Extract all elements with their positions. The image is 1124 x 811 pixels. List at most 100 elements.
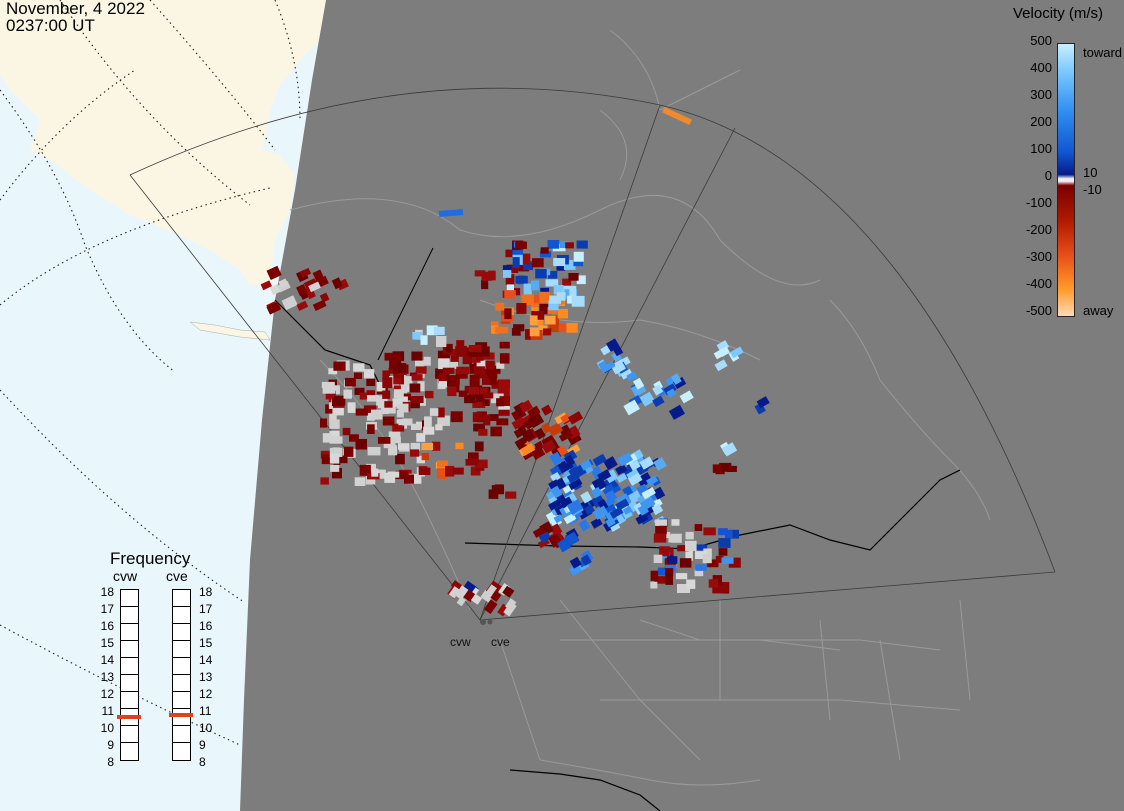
velocity-cell	[383, 404, 396, 414]
velocity-cell	[488, 414, 499, 421]
velocity-cell	[527, 412, 545, 429]
velocity-cell	[722, 442, 738, 457]
velocity-cell	[424, 390, 434, 399]
velocity-cell	[541, 439, 557, 454]
velocity-cell	[611, 361, 627, 375]
velocity-cell	[557, 538, 572, 553]
velocity-cell	[597, 469, 612, 482]
velocity-cell	[433, 326, 445, 335]
velocity-cell	[646, 475, 659, 486]
velocity-cell	[655, 519, 668, 526]
velocity-cell	[345, 377, 356, 387]
frequency-tick: 9	[107, 738, 114, 752]
velocity-cell	[620, 368, 633, 380]
velocity-cell	[718, 538, 731, 548]
velocity-cell	[592, 505, 609, 520]
velocity-cell	[538, 531, 552, 544]
velocity-cell	[359, 464, 371, 476]
velocity-cell	[715, 555, 724, 563]
velocity-cell	[382, 390, 391, 399]
velocity-cell	[328, 368, 338, 375]
velocity-cell	[519, 399, 533, 414]
radar-site-cvw[interactable]	[480, 619, 486, 625]
velocity-tick: 100	[1030, 141, 1052, 156]
velocity-cell	[639, 456, 654, 470]
velocity-cell	[559, 241, 570, 248]
frequency-cell	[173, 726, 190, 743]
velocity-cell	[382, 377, 393, 389]
velocity-cell	[474, 270, 486, 277]
velocity-cell	[490, 590, 502, 603]
velocity-cell	[686, 579, 696, 589]
velocity-cell	[455, 442, 464, 450]
velocity-cell	[398, 419, 408, 426]
velocity-cell	[388, 431, 401, 443]
freq-radar-label-cvw: cvw	[113, 568, 138, 584]
velocity-cell	[671, 519, 680, 526]
velocity-cell	[475, 369, 486, 379]
velocity-cell	[622, 506, 633, 515]
velocity-cell	[557, 323, 570, 333]
velocity-cell	[558, 430, 573, 442]
velocity-cell	[398, 403, 409, 413]
frequency-marker-cve	[169, 712, 193, 717]
velocity-cell	[549, 295, 562, 304]
velocity-cell	[553, 258, 566, 267]
velocity-cell	[320, 477, 329, 485]
radar-site-cve[interactable]	[487, 619, 493, 625]
velocity-cell	[611, 343, 624, 357]
frequency-cell	[173, 709, 190, 726]
velocity-cell	[312, 299, 327, 311]
velocity-cell	[522, 253, 531, 265]
velocity-cell	[411, 423, 421, 430]
velocity-cell	[396, 363, 407, 374]
frequency-title: Frequency	[110, 549, 191, 568]
velocity-cell	[654, 576, 668, 584]
frequency-column-cvw	[120, 589, 139, 761]
velocity-tick: -10	[1083, 182, 1102, 197]
velocity-cell	[344, 446, 354, 457]
velocity-cell	[563, 513, 577, 525]
velocity-cell	[650, 581, 658, 589]
velocity-cell	[437, 407, 445, 418]
velocity-cell	[525, 329, 533, 340]
velocity-cell	[515, 275, 528, 284]
velocity-cell	[527, 405, 541, 418]
velocity-cell	[411, 374, 423, 381]
velocity-cell	[677, 584, 690, 593]
velocity-cell	[469, 348, 479, 357]
velocity-cell	[655, 526, 667, 535]
velocity-cell	[541, 422, 552, 434]
velocity-cell	[376, 395, 388, 406]
velocity-cell	[548, 479, 560, 491]
velocity-cell	[548, 323, 559, 333]
velocity-cell	[393, 389, 404, 399]
velocity-cell	[531, 307, 539, 315]
velocity-cell	[515, 241, 527, 249]
frequency-tick: 17	[199, 602, 213, 616]
velocity-cell	[637, 504, 650, 516]
velocity-cell	[482, 374, 495, 385]
velocity-cell	[708, 579, 718, 588]
velocity-cell	[321, 381, 335, 388]
velocity-cell	[299, 267, 312, 278]
frequency-cell	[121, 675, 138, 692]
velocity-cell	[400, 376, 413, 387]
velocity-cell	[716, 340, 730, 352]
velocity-cell	[665, 568, 674, 577]
velocity-cell	[511, 328, 521, 336]
velocity-cell	[456, 596, 466, 607]
velocity-cell	[395, 470, 408, 480]
velocity-cell	[632, 377, 645, 390]
velocity-cell	[278, 278, 289, 288]
velocity-cell	[475, 393, 485, 402]
velocity-cell	[437, 415, 450, 426]
frequency-tick: 18	[100, 585, 114, 599]
velocity-cell	[478, 346, 490, 357]
velocity-cell	[421, 442, 434, 451]
velocity-cell	[465, 458, 478, 466]
frequency-cell	[121, 641, 138, 658]
velocity-tick: -100	[1025, 195, 1052, 210]
velocity-cell	[296, 300, 309, 311]
velocity-cell	[564, 454, 576, 467]
